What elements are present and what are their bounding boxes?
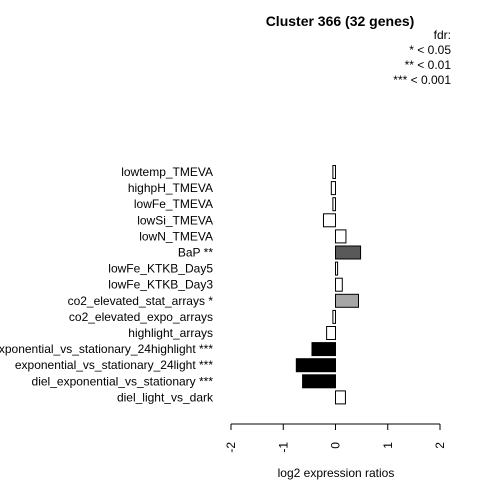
legend-title: fdr: [433, 28, 451, 42]
legend-item-2: ** < 0.01 [404, 58, 451, 72]
x-tick-label: -1 [276, 442, 290, 453]
bar [326, 326, 336, 340]
legend-item-1: * < 0.05 [409, 43, 451, 57]
category-label: lowN_TMEVA [139, 229, 213, 243]
x-tick-label: -2 [224, 442, 238, 453]
category-label: highlight_arrays [128, 326, 213, 340]
category-label: co2_elevated_stat_arrays * [68, 294, 214, 308]
bar [330, 181, 337, 196]
category-label: lowSi_TMEVA [137, 213, 213, 227]
category-label: co2_elevated_expo_arrays [69, 310, 213, 324]
bar [335, 390, 346, 405]
bar [332, 165, 337, 179]
category-label: lowFe_KTKB_Day3 [108, 278, 213, 292]
x-tick-label: 2 [433, 442, 447, 449]
bar [335, 261, 339, 276]
category-label: exponential_vs_stationary_24highlight **… [0, 342, 213, 356]
legend-item-3: *** < 0.001 [393, 73, 451, 87]
category-label: diel_exponential_vs_stationary *** [32, 374, 214, 388]
x-tick-label: 1 [381, 442, 395, 449]
category-label: diel_light_vs_dark [117, 390, 214, 404]
bar [332, 197, 337, 212]
x-axis-label: log2 expression ratios [277, 466, 395, 480]
category-label: BaP ** [178, 246, 213, 260]
bar [322, 213, 337, 228]
chart-title: Cluster 366 (32 genes) [265, 13, 415, 29]
bar [295, 358, 336, 373]
bar [335, 277, 343, 292]
category-label: lowtemp_TMEVA [121, 165, 213, 179]
legend: fdr: * < 0.05 ** < 0.01 *** < 0.001 [393, 28, 451, 88]
bar [302, 374, 336, 389]
bar [332, 309, 337, 324]
category-label: exponential_vs_stationary_24light *** [15, 358, 213, 372]
x-tick-label: 0 [329, 442, 343, 449]
category-label: lowFe_KTKB_Day5 [108, 262, 213, 276]
bar [335, 229, 347, 244]
bar [311, 342, 336, 357]
bar [335, 293, 359, 308]
category-label: highpH_TMEVA [128, 181, 213, 195]
category-label: lowFe_TMEVA [134, 197, 213, 211]
bar [335, 245, 362, 260]
